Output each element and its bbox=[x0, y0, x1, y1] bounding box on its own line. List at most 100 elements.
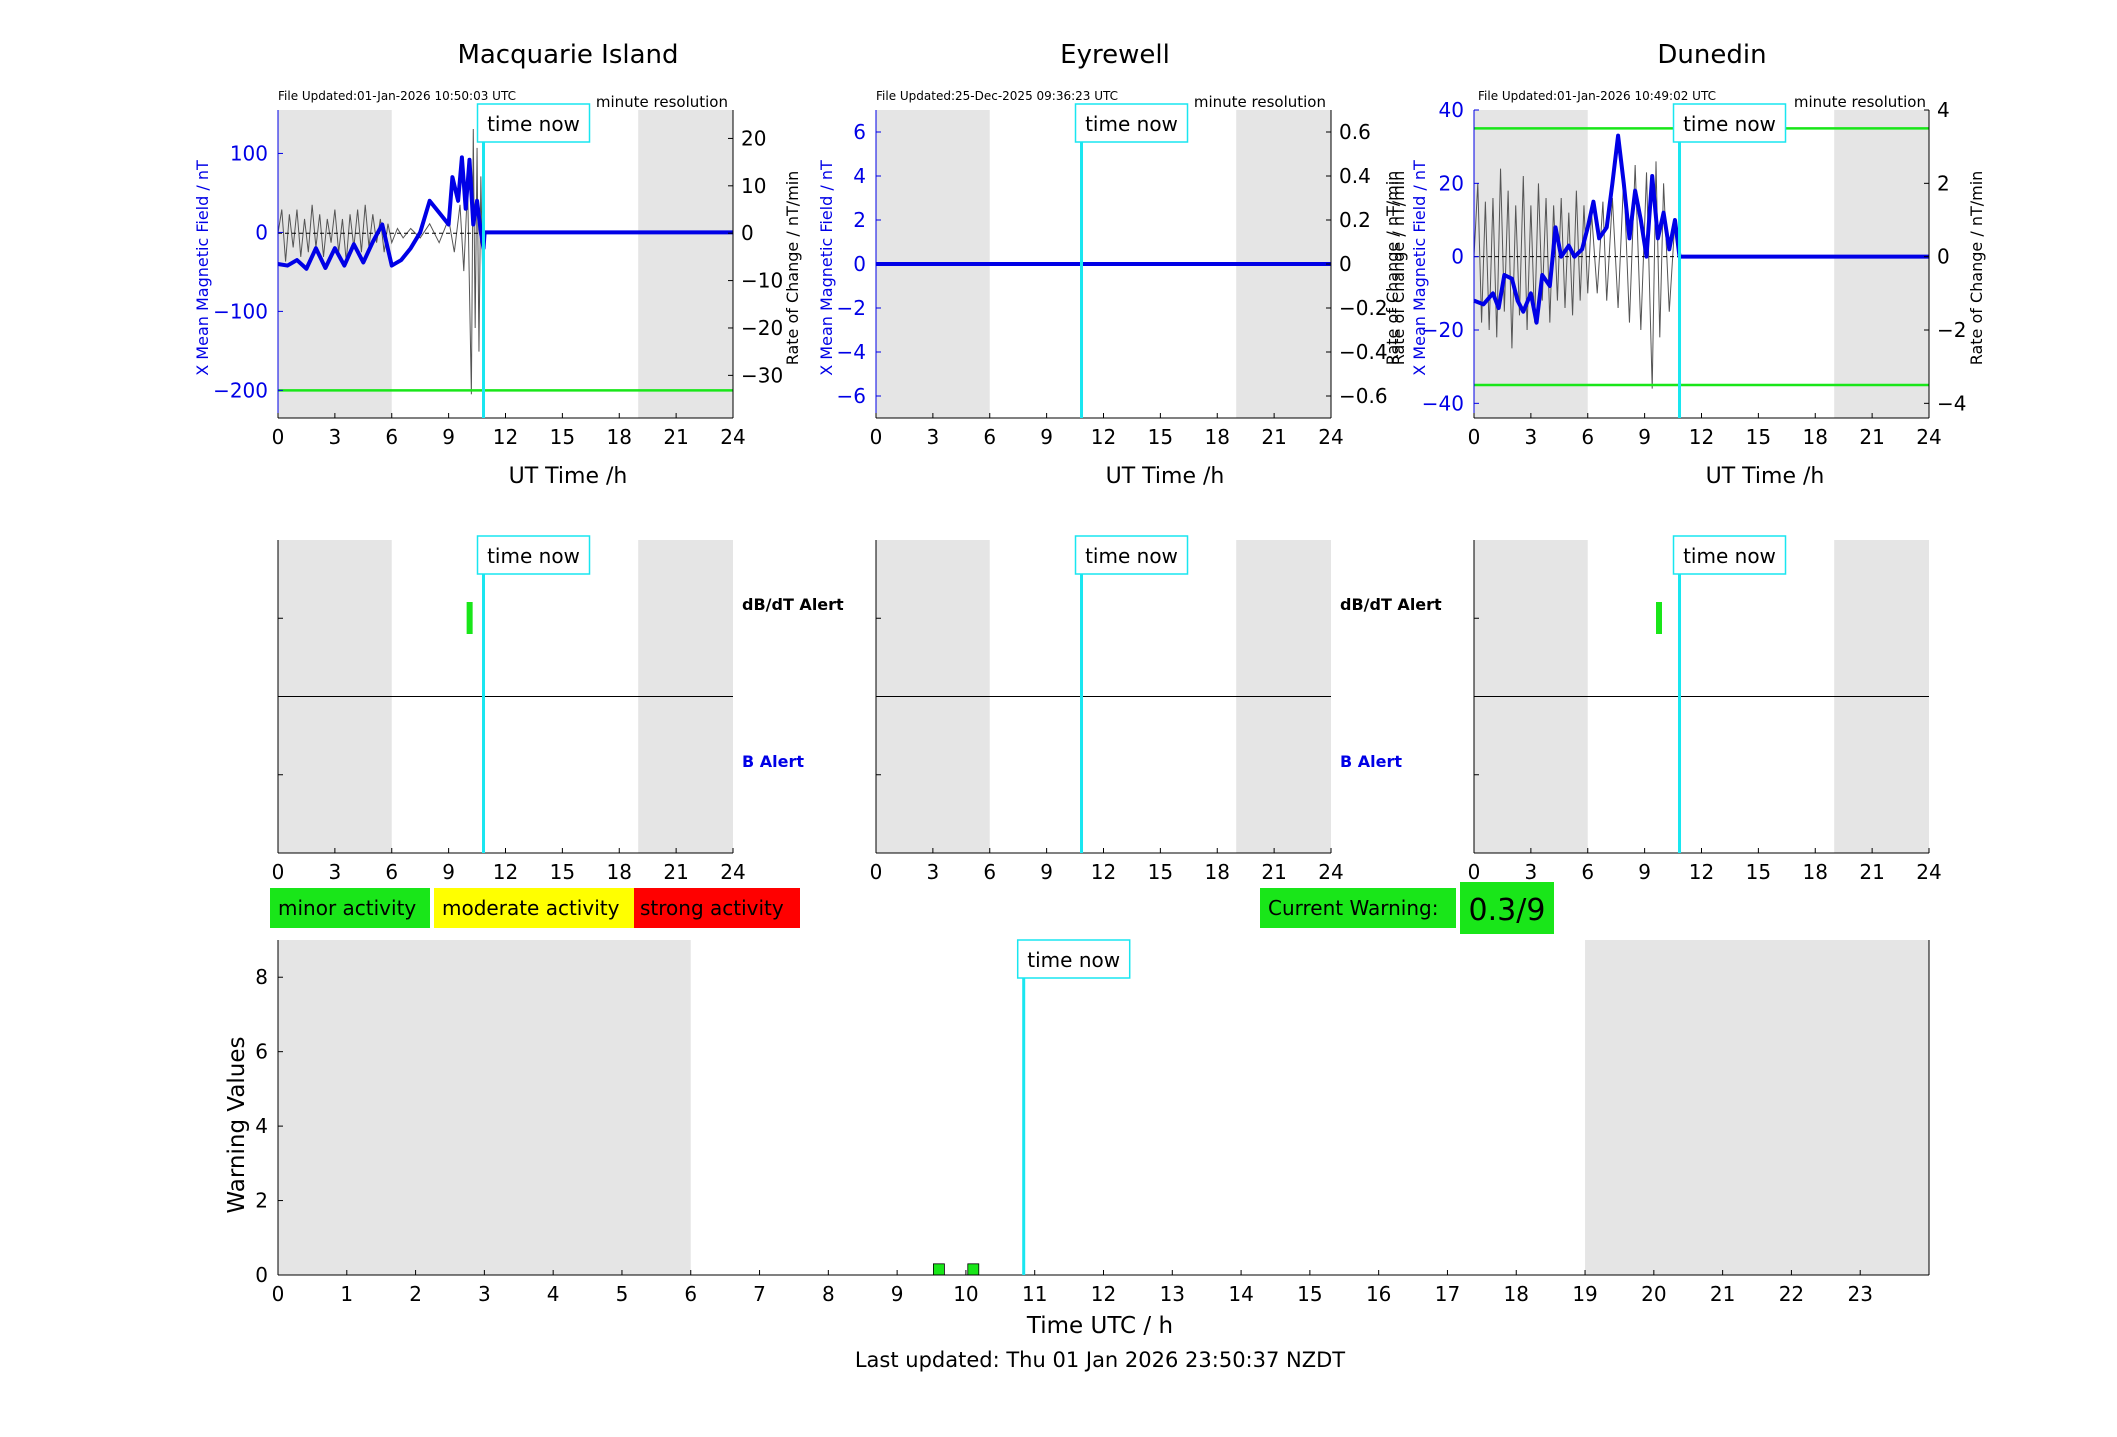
y-tick-label-right: −30 bbox=[741, 363, 783, 387]
y-tick-label-right: 0.4 bbox=[1339, 164, 1371, 188]
x-tick-label: 7 bbox=[753, 1282, 766, 1306]
panel-title: Eyrewell bbox=[1060, 40, 1170, 70]
x-tick-label: 0 bbox=[1468, 860, 1481, 884]
x-tick-label: 15 bbox=[1746, 860, 1771, 884]
x-tick-label: 21 bbox=[1859, 425, 1884, 449]
x-tick-label: 0 bbox=[870, 860, 883, 884]
x-axis-label: UT Time /h bbox=[1706, 464, 1825, 489]
x-tick-label: 10 bbox=[953, 1282, 978, 1306]
x-tick-label: 21 bbox=[663, 425, 688, 449]
x-tick-label: 3 bbox=[478, 1282, 491, 1306]
x-tick-label: 0 bbox=[870, 425, 883, 449]
resolution-label: minute resolution bbox=[596, 93, 728, 111]
current-warning-label: Current Warning: bbox=[1268, 896, 1438, 920]
x-tick-label: 3 bbox=[1525, 860, 1538, 884]
x-tick-label: 0 bbox=[272, 425, 285, 449]
x-tick-label: 9 bbox=[891, 1282, 904, 1306]
x-tick-label: 22 bbox=[1779, 1282, 1804, 1306]
y-tick-label-left: 2 bbox=[853, 208, 866, 232]
x-tick-label: 3 bbox=[329, 425, 342, 449]
x-tick-label: 15 bbox=[1148, 425, 1173, 449]
time-now-box bbox=[1016, 939, 1131, 979]
x-tick-label: 15 bbox=[1148, 860, 1173, 884]
time-now-box bbox=[1074, 535, 1189, 575]
current-warning: Current Warning: 0.3/9 bbox=[1260, 882, 1554, 934]
x-tick-label: 21 bbox=[1710, 1282, 1735, 1306]
time-now-label: time now bbox=[1085, 544, 1178, 568]
y-tick-label-right: −0.2 bbox=[1339, 296, 1388, 320]
x-tick-label: 9 bbox=[442, 860, 455, 884]
x-tick-label: 0 bbox=[272, 860, 285, 884]
y-tick-label-left: −200 bbox=[213, 378, 268, 402]
y-tick-label-left: 0 bbox=[853, 252, 866, 276]
x-tick-label: 15 bbox=[1297, 1282, 1322, 1306]
x-tick-label: 12 bbox=[1091, 860, 1116, 884]
x-tick-label: 21 bbox=[1261, 860, 1286, 884]
time-now-label: time now bbox=[487, 112, 580, 136]
y-tick-label-right: −0.4 bbox=[1339, 340, 1388, 364]
x-tick-label: 24 bbox=[1318, 860, 1343, 884]
resolution-label: minute resolution bbox=[1194, 93, 1326, 111]
time-now-box bbox=[1672, 103, 1787, 143]
x-tick-label: 6 bbox=[983, 860, 996, 884]
x-axis-label: UT Time /h bbox=[509, 464, 628, 489]
x-tick-label: 6 bbox=[1581, 860, 1594, 884]
x-tick-label: 3 bbox=[1525, 425, 1538, 449]
panel-title: Dunedin bbox=[1657, 40, 1766, 70]
x-tick-label: 12 bbox=[493, 860, 518, 884]
time-now-label: time now bbox=[1683, 544, 1776, 568]
mean-field-series bbox=[277, 155, 733, 271]
x-tick-label: 6 bbox=[385, 425, 398, 449]
dbdt-alert-label: dB/dT Alert bbox=[742, 595, 844, 614]
x-tick-label: 2 bbox=[409, 1282, 422, 1306]
x-tick-label: 9 bbox=[1040, 860, 1053, 884]
x-tick-label: 12 bbox=[1689, 425, 1714, 449]
x-axis-label: UT Time /h bbox=[1106, 464, 1225, 489]
night-shading bbox=[1474, 110, 1588, 418]
x-tick-label: 17 bbox=[1435, 1282, 1460, 1306]
plot-area: 0 3 6 9 12 15 18 21 24−200−1000100−30−20−1001020… bbox=[213, 103, 783, 449]
y-tick-label-right: 2 bbox=[1937, 171, 1950, 195]
time-now-box bbox=[1672, 535, 1787, 575]
x-tick-label: 12 bbox=[1689, 860, 1714, 884]
alert-panel-dunedin: 0 3 6 9 12 15 18 21 24 time now bbox=[1468, 535, 1942, 884]
plot-area: 0 3 6 9 12 15 18 21 24−6−4−20246−0.6−0.4−0.200.2… bbox=[837, 103, 1388, 449]
y-tick-label: 6 bbox=[255, 1040, 268, 1064]
x-tick-label: 5 bbox=[616, 1282, 629, 1306]
y-tick-label-left: −6 bbox=[837, 384, 866, 408]
x-tick-label: 18 bbox=[1803, 860, 1828, 884]
y-axis-label: Warning Values bbox=[224, 1036, 250, 1213]
x-tick-label: 9 bbox=[442, 425, 455, 449]
x-tick-label: 24 bbox=[1916, 425, 1941, 449]
dbdt-alert-marker bbox=[1656, 602, 1662, 634]
file-updated: File Updated:01-Jan-2026 10:50:03 UTC bbox=[278, 89, 516, 103]
x-tick-label: 18 bbox=[607, 425, 632, 449]
x-tick-label: 0 bbox=[272, 1282, 285, 1306]
y-tick-label-right: 4 bbox=[1937, 98, 1950, 122]
x-tick-label: 21 bbox=[1859, 860, 1884, 884]
x-tick-label: 15 bbox=[550, 425, 575, 449]
y-axis-label-left: X Mean Magnetic Field / nT bbox=[193, 160, 212, 376]
x-tick-label: 13 bbox=[1160, 1282, 1185, 1306]
x-tick-label: 15 bbox=[550, 860, 575, 884]
top-panel-eyrewell: Eyrewell File Updated:25-Dec-2025 09:36:… bbox=[817, 40, 1402, 489]
y-tick-label: 0 bbox=[255, 1263, 268, 1287]
y-tick-label: 2 bbox=[255, 1189, 268, 1213]
y-tick-label-left: 0 bbox=[255, 220, 268, 244]
x-tick-label: 6 bbox=[385, 860, 398, 884]
dbdt-alert-label: dB/dT Alert bbox=[1340, 595, 1442, 614]
y-tick-label-left: −40 bbox=[1422, 391, 1464, 415]
x-tick-label: 21 bbox=[663, 860, 688, 884]
y-tick-label-left: −4 bbox=[837, 340, 866, 364]
x-tick-label: 18 bbox=[1504, 1282, 1529, 1306]
warning-bar bbox=[933, 1263, 945, 1276]
x-tick-label: 12 bbox=[1091, 425, 1116, 449]
y-axis-label-left: X Mean Magnetic Field / nT bbox=[1410, 160, 1429, 376]
time-now-box bbox=[476, 103, 591, 143]
dbdt-alert-marker bbox=[466, 602, 473, 634]
legend-moderate-label: moderate activity bbox=[442, 896, 620, 920]
y-tick-label-left: −100 bbox=[213, 299, 268, 323]
y-axis-label-right: Rate of Change / nT/min bbox=[1389, 171, 1408, 366]
